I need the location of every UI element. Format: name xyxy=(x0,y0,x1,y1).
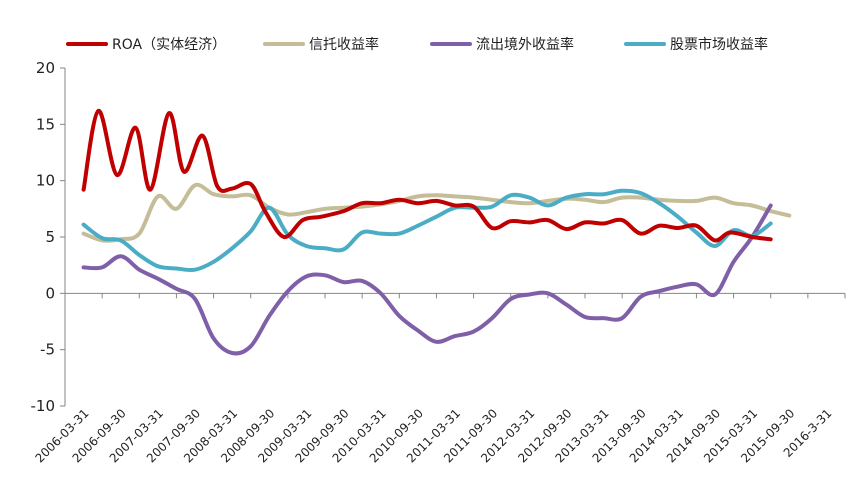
y-tick-label: 5 xyxy=(45,228,55,246)
legend-label-trust-yield: 信托收益率 xyxy=(309,36,379,53)
y-tick-label: 10 xyxy=(36,172,55,190)
series-layer xyxy=(81,108,792,356)
legend-label-roa: ROA（实体经济） xyxy=(112,37,226,53)
series-line-stock-yield xyxy=(81,188,773,273)
y-tick-label: -5 xyxy=(40,341,55,359)
y-tick-label: 20 xyxy=(36,59,55,77)
y-tick-label: -10 xyxy=(31,397,56,415)
legend-label-stock-yield: 股票市场收益率 xyxy=(670,36,768,53)
series-line-roa xyxy=(81,108,773,243)
series-line-trust-yield xyxy=(81,182,792,243)
legend-label-outflow-yield: 流出境外收益率 xyxy=(476,36,574,53)
y-tick-label: 0 xyxy=(45,284,55,302)
series-line-outflow-yield xyxy=(81,203,773,356)
y-tick-label: 15 xyxy=(36,115,55,133)
legend: ROA（实体经济） 信托收益率 流出境外收益率 股票市场收益率 xyxy=(66,36,768,53)
